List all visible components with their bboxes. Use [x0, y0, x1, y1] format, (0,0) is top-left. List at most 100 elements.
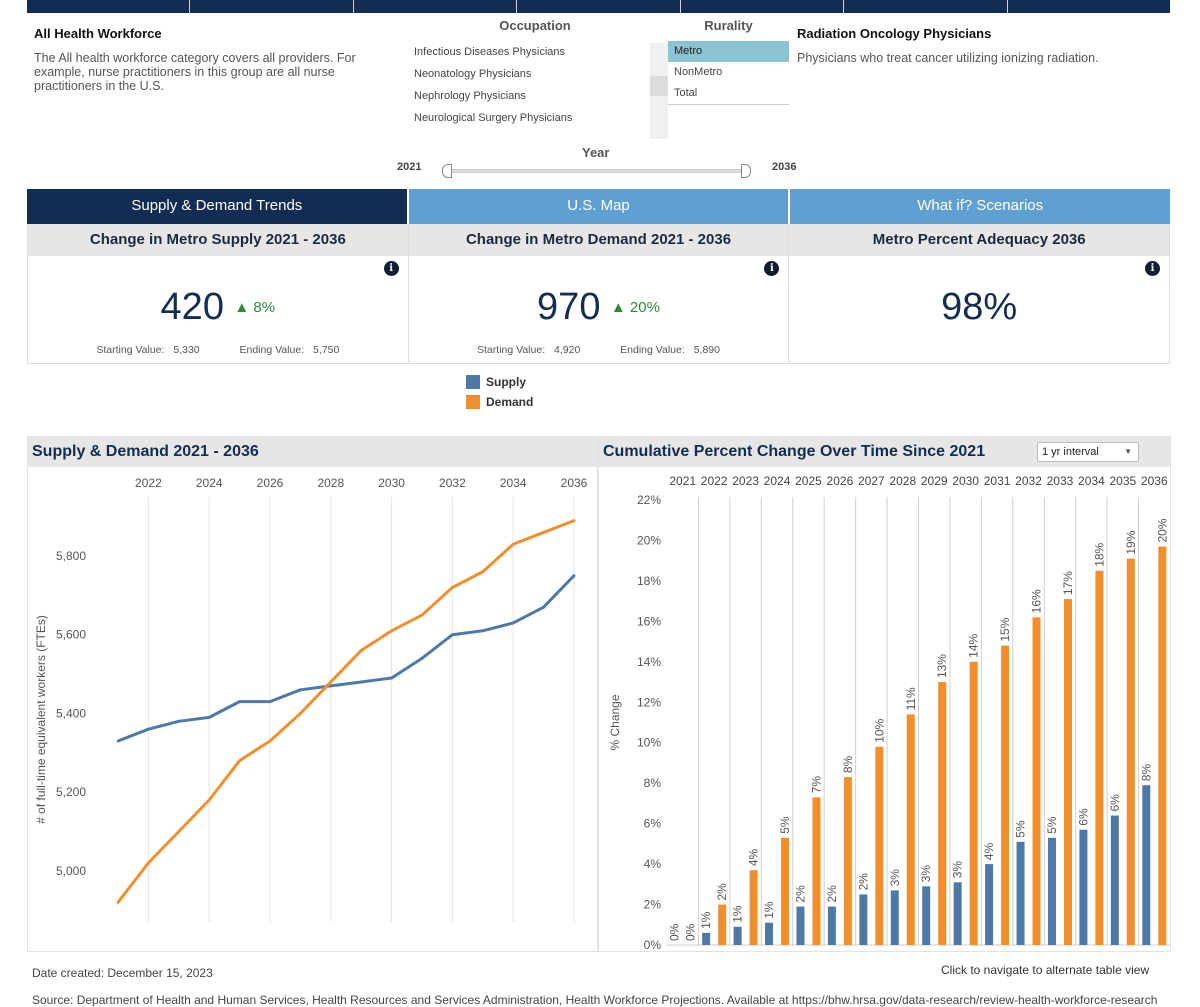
occupation-option[interactable]: Infectious Diseases Physicians: [414, 46, 566, 58]
bar-demand: [1095, 570, 1104, 945]
bar-label-demand: 15%: [998, 617, 1012, 641]
y-axis-title: % Change: [608, 694, 622, 750]
data-point-demand: [511, 542, 515, 546]
bar-demand: [1001, 645, 1010, 945]
occupation-scrollbar[interactable]: [650, 43, 668, 139]
bar-label-demand: 11%: [904, 687, 918, 710]
bar-demand: [1126, 558, 1135, 945]
bar-label-demand: 4%: [747, 848, 761, 866]
top-nav-segment[interactable]: [353, 0, 518, 13]
bar-label-supply: 5%: [1014, 820, 1028, 838]
bar-label-demand: 0%: [684, 923, 698, 941]
view-tabs: Supply & Demand Trends U.S. Map What if?…: [27, 189, 1171, 224]
bar-demand: [906, 714, 915, 945]
rurality-option-total[interactable]: Total: [674, 87, 698, 99]
top-nav-segment[interactable]: [844, 0, 1008, 13]
bar-label-supply: 3%: [919, 865, 933, 883]
y-tick-label: 12%: [637, 695, 661, 709]
x-tick-label: 2023: [732, 474, 759, 488]
workforce-description: All Health Workforce The All health work…: [34, 26, 384, 93]
date-created: Date created: December 15, 2023: [32, 966, 213, 980]
top-nav-segment[interactable]: [680, 0, 845, 13]
data-point-supply: [147, 727, 150, 731]
top-nav-segment[interactable]: [517, 0, 681, 13]
top-nav-segment[interactable]: [27, 0, 191, 13]
starting-value-label: Starting Value:: [96, 344, 165, 356]
x-tick-label: 2032: [1015, 474, 1042, 488]
rurality-option-metro[interactable]: Metro: [668, 41, 789, 62]
bar-supply: [733, 926, 742, 945]
starting-value-label: Starting Value:: [477, 344, 546, 356]
info-icon[interactable]: i: [764, 261, 780, 276]
x-tick-label: 2022: [701, 474, 728, 488]
data-point-supply: [207, 715, 211, 719]
bar-label-demand: 10%: [872, 718, 886, 742]
bar-label-supply: 0%: [668, 923, 682, 941]
occupation-filter-title: Occupation: [499, 18, 571, 33]
bar-supply: [1016, 841, 1025, 945]
data-point-demand: [177, 830, 181, 833]
data-point-supply: [481, 629, 485, 633]
bar-label-demand: 7%: [809, 776, 823, 794]
x-tick-label: 2022: [135, 476, 162, 490]
rurality-option-nonmetro[interactable]: NonMetro: [674, 66, 723, 78]
occupation-option[interactable]: Neurological Surgery Physicians: [414, 112, 573, 124]
y-tick-label: 22%: [637, 493, 661, 507]
data-point-demand: [329, 680, 333, 684]
bar-supply: [796, 906, 805, 945]
alternate-table-view-link[interactable]: Click to navigate to alternate table vie…: [941, 963, 1150, 977]
data-point-demand: [359, 649, 363, 652]
data-point-demand: [542, 531, 545, 534]
x-tick-label: 2026: [257, 476, 284, 490]
x-tick-label: 2032: [439, 476, 466, 490]
interval-dropdown-value: 1 yr interval: [1042, 446, 1099, 458]
workforce-text: The All health workforce category covers…: [34, 51, 356, 93]
ending-value-label: Ending Value:: [239, 344, 305, 356]
kpi-supply-change: Change in Metro Supply 2021 - 2036 i 420…: [27, 224, 408, 363]
bar-label-demand: 13%: [935, 654, 949, 678]
top-nav-segment[interactable]: [190, 0, 354, 13]
bar-demand: [1063, 599, 1072, 945]
x-tick-label: 2024: [196, 476, 223, 490]
legend-swatch-demand: [466, 395, 480, 409]
occupation-text: Physicians who treat cancer utilizing io…: [797, 51, 1099, 65]
tab-what-if-scenarios[interactable]: What if? Scenarios: [790, 189, 1171, 224]
bar-supply: [953, 882, 962, 945]
line-chart: 2022 2024 2026 2028 2030 2032 2034 2036 5,000 5,2…: [34, 476, 588, 922]
year-slider-start-handle[interactable]: [442, 164, 452, 178]
y-tick-label: 5,200: [56, 785, 86, 799]
x-tick-label: 2028: [889, 474, 916, 488]
kpi-title: Metro Percent Adequacy 2036: [789, 224, 1170, 256]
legend-item-demand[interactable]: Demand: [466, 392, 533, 412]
year-slider-track[interactable]: [447, 169, 747, 173]
supply-demand-line-chart-panel: Supply & Demand 2021 - 2036 2022 2024 2026…: [27, 436, 598, 952]
data-point-supply: [329, 684, 333, 688]
occupation-scrollbar-thumb[interactable]: [650, 76, 668, 96]
y-tick-label: 16%: [637, 614, 661, 628]
year-slider-end-handle[interactable]: [741, 164, 751, 178]
info-icon[interactable]: i: [383, 261, 399, 276]
tab-supply-demand-trends[interactable]: Supply & Demand Trends: [27, 189, 409, 224]
rurality-filter-title: Rurality: [704, 18, 753, 33]
info-icon[interactable]: i: [1145, 261, 1161, 276]
bar-chart: 2021 2022 2023 2024 2025 2026 2027 2028 2029 2030…: [608, 474, 1170, 952]
workforce-title: All Health Workforce: [34, 26, 162, 41]
kpi-demand-change: Change in Metro Demand 2021 - 2036 i 970…: [407, 224, 789, 363]
bar-demand: [969, 661, 978, 945]
bar-chart-title: Cumulative Percent Change Over Time Sinc…: [603, 443, 986, 460]
bar-demand: [875, 746, 884, 945]
x-tick-label: 2024: [764, 474, 791, 488]
data-point-demand: [147, 861, 150, 865]
bar-label-demand: 5%: [778, 816, 792, 834]
data-point-supply: [511, 621, 515, 625]
year-slider-min-label: 2021: [397, 161, 422, 173]
x-tick-label: 2028: [317, 476, 344, 490]
occupation-option[interactable]: Nephrology Physicians: [414, 90, 526, 102]
tab-us-map[interactable]: U.S. Map: [408, 189, 791, 224]
x-tick-label: 2036: [1141, 474, 1168, 488]
occupation-option[interactable]: Neonatology Physicians: [414, 68, 532, 80]
interval-dropdown[interactable]: 1 yr interval ▼: [1037, 442, 1139, 462]
legend-item-supply[interactable]: Supply: [466, 372, 533, 392]
top-nav-segment[interactable]: [1007, 0, 1170, 13]
data-point-supply: [299, 688, 302, 692]
